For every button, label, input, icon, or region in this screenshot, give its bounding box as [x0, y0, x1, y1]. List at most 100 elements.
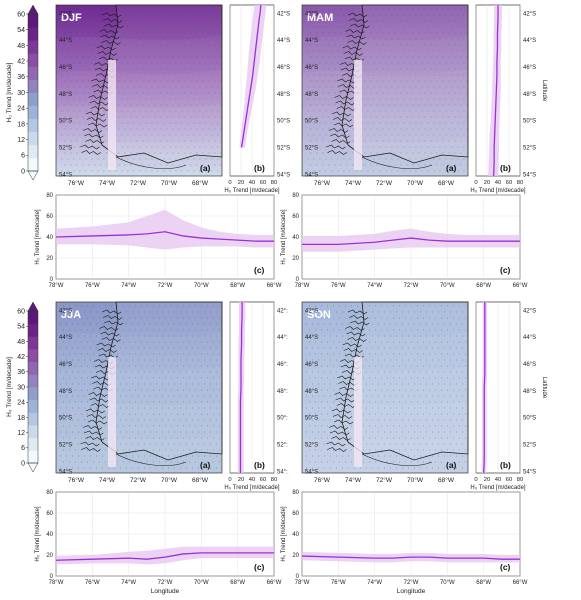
- colorbar-level: [28, 361, 38, 375]
- map-lat-label: 42°S: [305, 308, 318, 314]
- lat-trend-line: [483, 302, 486, 474]
- lon-axis-label: Longitude: [151, 588, 180, 595]
- colorbar-tick-label: 12: [17, 430, 25, 437]
- map-lat-label: 44°S: [305, 335, 318, 341]
- contour-band: [302, 366, 468, 473]
- lon-profile-ytick: 80: [292, 193, 299, 199]
- map-lon-label: 68°W: [192, 179, 209, 187]
- lat-profile-ytick: 44°S: [277, 38, 290, 44]
- map-lat-label: 54°S: [305, 469, 318, 475]
- map-lon-label: 72°W: [376, 179, 393, 187]
- lon-trend-line: [55, 231, 274, 242]
- map-lat-label: 52°S: [305, 146, 318, 152]
- lat-profile-ytick: 42°S: [277, 11, 290, 17]
- lon-profile-xtick: 74°W: [367, 580, 382, 586]
- lat-profile-ytick: 50°S: [277, 119, 290, 125]
- lat-profile-ytick: 52°:: [277, 443, 288, 449]
- lat-profile-ytick: 54°S: [523, 172, 536, 178]
- contour-band: [56, 103, 222, 176]
- panel-djf: DJF(a)42°S44°S46°S48°S50°S52°S54°S76°W 74…: [35, 4, 290, 289]
- colorbar-tick-label: 24: [17, 400, 25, 407]
- map-lon-label: 76°W: [68, 476, 85, 484]
- panel-jja: JJA(a)42°S44°S46°S48°S50°S52°S54°S76°W 74…: [35, 301, 288, 595]
- lon-profile-ytick: 60: [292, 214, 299, 220]
- lon-profile-ylabel: H₀ Trend [m/decade]: [35, 209, 41, 265]
- colorbar-tick-label: 54: [17, 27, 25, 34]
- panel-son: SON(a)42°S44°S46°S48°S50°S52°S54°S76°W 74…: [281, 301, 547, 595]
- lat-profile-ytick: 48°:: [277, 389, 288, 395]
- map-lat-label: 42°S: [59, 308, 72, 314]
- lat-profile-ytick: 52°S: [523, 443, 536, 449]
- lon-profile-xtick: 70°W: [440, 580, 455, 586]
- panel-letter-a: (a): [200, 163, 211, 173]
- colorbar-tick-label: 18: [17, 121, 25, 128]
- season-panels: DJF(a)42°S44°S46°S48°S50°S52°S54°S76°W 74…: [35, 4, 547, 595]
- lat-profile-xtick: 80: [517, 180, 523, 186]
- lat-profile-ytick: 46°:: [277, 362, 288, 368]
- map-lon-label: 70°W: [407, 476, 424, 484]
- map-lat-label: 46°S: [305, 362, 318, 368]
- lon-profile-ytick: 40: [46, 532, 53, 538]
- map-lat-label: 54°S: [305, 172, 318, 178]
- contour-band: [302, 400, 468, 473]
- lon-profile-ytick: 60: [46, 511, 53, 517]
- ice-field: [354, 60, 362, 170]
- lat-profile-ytick: 50°S: [523, 119, 536, 125]
- map-lon-label: 68°W: [438, 179, 455, 187]
- map-lat-label: 46°S: [59, 362, 72, 368]
- colorbar-level: [28, 412, 38, 426]
- panel-letter-c: (c): [254, 265, 265, 275]
- lat-profile-ytick: 42°S: [523, 11, 536, 17]
- lon-profile-ytick: 20: [292, 256, 299, 262]
- colorbar-tick-label: 0: [21, 168, 25, 175]
- map-frame: [55, 4, 223, 177]
- season-label: JJA: [61, 309, 81, 321]
- map-lat-label: 54°S: [59, 172, 72, 178]
- lat-trend-line: [239, 302, 243, 473]
- panel-letter-a: (a): [200, 460, 211, 470]
- colorbar-tick-label: 54: [17, 324, 25, 331]
- lat-profile-xtick: 0: [474, 180, 477, 186]
- map-lat-label: 44°S: [305, 38, 318, 44]
- lat-profile-xlabel: H₀ Trend [m/decade]: [470, 485, 526, 491]
- colorbar-level: [28, 374, 38, 388]
- map-field: [56, 302, 222, 473]
- lon-profile-xtick: 68°W: [476, 580, 491, 586]
- lon-profile-xtick: 74°W: [367, 283, 382, 289]
- panel-mam: MAM(a)42°S44°S46°S48°S50°S52°S54°S76°W 74…: [281, 4, 547, 289]
- colorbar-label: H₀ Trend [m/decade]: [6, 357, 13, 417]
- lon-profile-ytick: 40: [292, 235, 299, 241]
- map-lon-label: 70°W: [161, 476, 178, 484]
- panel-letter-b: (b): [500, 460, 511, 470]
- lat-profile-ytick: 52°S: [277, 146, 290, 152]
- season-label: MAM: [307, 12, 333, 24]
- lat-profile-xtick: 0: [474, 477, 477, 483]
- map-lat-label: 50°S: [59, 119, 72, 125]
- map-lat-label: 48°S: [59, 389, 72, 395]
- map-lat-label: 52°S: [59, 146, 72, 152]
- contour-band: [302, 69, 468, 176]
- lon-profile-xtick: 76°W: [331, 580, 346, 586]
- ice-field: [108, 357, 116, 467]
- map-lat-label: 48°S: [305, 389, 318, 395]
- map-lat-label: 42°S: [59, 11, 72, 17]
- colorbar-tick-label: 60: [17, 11, 25, 18]
- lon-profile-xtick: 66°W: [267, 580, 282, 586]
- lon-profile-xtick: 74°W: [121, 283, 136, 289]
- lat-profile-xtick: 40: [495, 180, 501, 186]
- colorbar-level: [28, 450, 38, 464]
- lon-trend-band: [56, 546, 274, 565]
- fjord-coastline: [326, 12, 370, 155]
- lat-trend-line: [492, 5, 499, 177]
- lat-axis-label: Latitude: [541, 377, 547, 399]
- panel-letter-b: (b): [500, 163, 511, 173]
- lon-axis-label: Longitude: [397, 588, 426, 595]
- colorbar-level: [28, 349, 38, 363]
- colorbar-tick-label: 36: [17, 74, 25, 81]
- lon-profile-xtick: 72°W: [158, 580, 173, 586]
- lon-profile-xtick: 72°W: [404, 580, 419, 586]
- lon-profile-xtick: 78°W: [49, 283, 64, 289]
- colorbar-tick-label: 36: [17, 369, 25, 376]
